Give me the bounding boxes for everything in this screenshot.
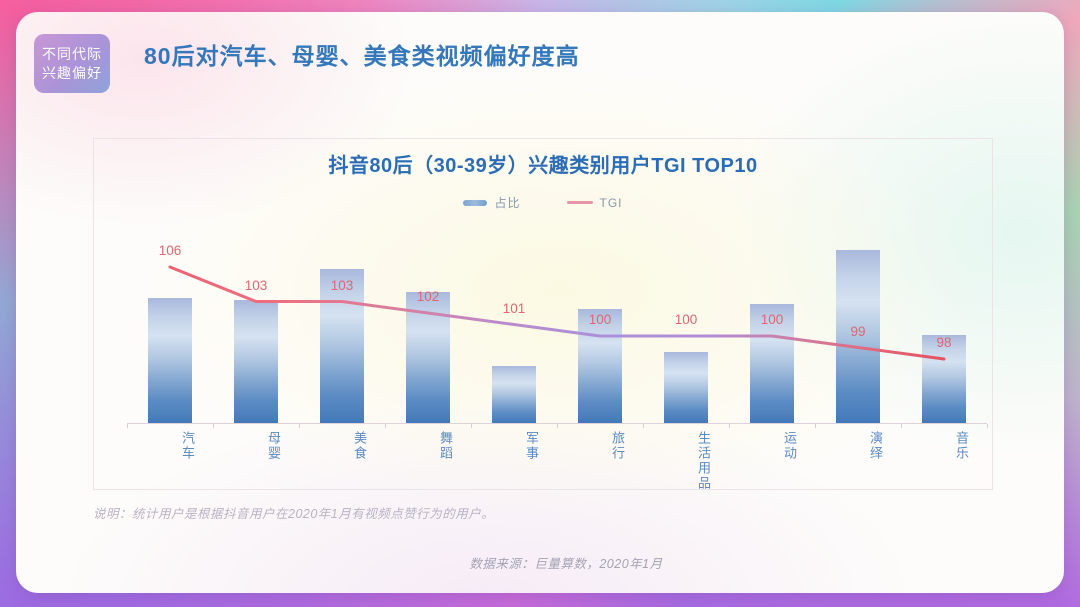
slide-card: 不同代际 兴趣偏好 80后对汽车、母婴、美食类视频偏好度高 抖音80后（30-3… [16, 12, 1064, 593]
axis-tick [729, 424, 730, 428]
axis-tick [127, 424, 128, 428]
x-axis-line [127, 423, 987, 424]
tgi-value-label: 100 [588, 312, 612, 327]
axis-tick [901, 424, 902, 428]
data-source: 数据来源：巨量算数，2020年1月 [469, 557, 663, 571]
x-axis-label: 运动 [782, 431, 797, 461]
legend-line-label: TGI [599, 195, 623, 210]
bar-swatch-icon [463, 199, 488, 206]
x-axis-label: 生活用品 [696, 431, 711, 491]
axis-tick [385, 424, 386, 428]
bar-舞蹈 [406, 292, 450, 423]
axis-tick [557, 424, 558, 428]
legend-item-bar: 占比 [463, 194, 520, 211]
line-swatch-icon [566, 201, 593, 204]
axis-tick [815, 424, 816, 428]
bar-汽车 [148, 298, 192, 423]
section-badge-line2: 兴趣偏好 [42, 64, 102, 81]
x-axis-label: 母婴 [266, 431, 281, 461]
tgi-value-label: 98 [936, 335, 952, 350]
axis-tick [213, 424, 214, 428]
axis-tick [471, 424, 472, 428]
x-axis-label: 军事 [524, 431, 539, 461]
tgi-value-label: 102 [416, 289, 440, 304]
chart-panel: 抖音80后（30-39岁）兴趣类别用户TGI TOP10 占比 TGI 汽车 10… [93, 138, 994, 491]
bar-母婴 [234, 300, 278, 423]
axis-tick [643, 424, 644, 428]
x-axis-label: 舞蹈 [438, 431, 453, 461]
section-badge-line1: 不同代际 [42, 45, 102, 62]
axis-tick [987, 424, 988, 428]
footnote: 说明：统计用户是根据抖音用户在2020年1月有视频点赞行为的用户。 [93, 507, 495, 521]
x-axis-label: 旅行 [610, 431, 625, 461]
tgi-value-label: 101 [502, 300, 526, 316]
bar-军事 [492, 366, 536, 423]
section-badge: 不同代际 兴趣偏好 [34, 34, 110, 93]
x-axis-label: 美食 [352, 431, 367, 461]
x-axis-label: 音乐 [954, 431, 969, 461]
axis-tick [299, 424, 300, 428]
tgi-value-label: 103 [330, 277, 354, 293]
page-title: 80后对汽车、母婴、美食类视频偏好度高 [144, 43, 580, 69]
x-axis-label: 演绎 [868, 431, 883, 461]
tgi-value-label: 106 [158, 243, 182, 258]
x-axis-label: 汽车 [180, 431, 195, 461]
plot-area: 汽车 106 母婴 103 美食 103 舞蹈 102 军事 101 旅行 100 生活用品 100 运动 1… [94, 139, 994, 491]
legend-item-line: TGI [566, 195, 623, 210]
chart-title: 抖音80后（30-39岁）兴趣类别用户TGI TOP10 [328, 155, 758, 177]
legend-bar-label: 占比 [494, 196, 521, 210]
tgi-value-label: 103 [244, 277, 268, 293]
tgi-value-label: 100 [760, 312, 784, 327]
tgi-line [168, 265, 946, 361]
tgi-value-label: 100 [674, 312, 698, 327]
tgi-value-label: 99 [850, 323, 866, 339]
bar-生活用品 [664, 352, 708, 423]
chart-legend: 占比 TGI [94, 194, 992, 211]
